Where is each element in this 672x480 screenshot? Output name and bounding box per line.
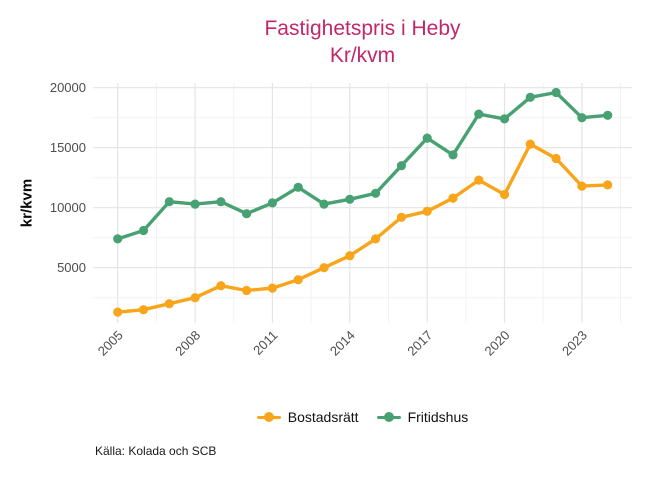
source-caption: Källa: Kolada och SCB <box>95 444 217 458</box>
data-point <box>551 87 561 98</box>
data-point <box>577 113 587 123</box>
data-point <box>242 285 252 296</box>
chart-title-line2: Kr/kvm <box>329 44 396 67</box>
chart-title: Fastighetspris i Heby Kr/kvm <box>93 15 632 69</box>
data-point <box>293 182 303 192</box>
data-point <box>603 110 613 120</box>
data-point <box>267 283 277 293</box>
data-point <box>551 153 561 164</box>
data-point <box>396 161 406 171</box>
x-tick-label: 2011 <box>250 328 280 358</box>
data-point <box>138 305 149 315</box>
data-point <box>474 175 484 185</box>
legend-key-bostadsratt-icon <box>256 410 281 424</box>
y-axis-title: kr/kvm <box>18 178 36 228</box>
x-tick-label: 2020 <box>482 328 513 359</box>
data-point <box>371 234 381 244</box>
data-point <box>113 307 123 317</box>
legend-label-bostadsratt: Bostadsrätt <box>287 409 359 425</box>
data-point <box>396 212 406 222</box>
series-line-0 <box>115 142 610 314</box>
data-point <box>525 139 535 149</box>
data-point <box>267 198 277 208</box>
x-tick-label: 2023 <box>559 328 590 359</box>
data-point <box>422 133 432 143</box>
data-point <box>422 206 432 216</box>
data-point <box>603 180 613 190</box>
data-point <box>216 281 226 291</box>
series-line-1 <box>115 90 610 241</box>
data-point <box>242 209 252 219</box>
x-tick-label: 2005 <box>95 328 126 359</box>
legend: Bostadsrätt Fritidshus <box>93 409 632 425</box>
data-point <box>525 92 535 102</box>
data-point <box>371 188 381 198</box>
y-tick-label: 15000 <box>50 140 86 155</box>
data-point <box>190 199 200 209</box>
y-tick-label: 20000 <box>50 80 86 95</box>
data-point <box>319 263 329 273</box>
x-tick-label: 2008 <box>172 328 203 359</box>
data-point <box>293 275 303 285</box>
y-tick-label: 5000 <box>57 260 86 275</box>
data-point <box>448 150 458 160</box>
x-tick-label: 2017 <box>404 328 435 359</box>
data-point <box>319 199 329 209</box>
data-point <box>499 189 510 200</box>
data-point <box>138 225 149 236</box>
data-point <box>499 114 510 124</box>
data-point <box>345 194 355 204</box>
data-point <box>448 193 458 203</box>
x-tick-label: 2014 <box>327 328 358 359</box>
data-point <box>113 234 123 244</box>
data-point <box>474 109 484 119</box>
legend-item-fritidshus: Fritidshus <box>376 409 469 425</box>
legend-label-fritidshus: Fritidshus <box>407 409 469 425</box>
legend-item-bostadsratt: Bostadsrätt <box>256 409 359 425</box>
chart-title-line1: Fastighetspris i Heby <box>264 17 461 40</box>
data-point <box>164 197 174 207</box>
legend-key-fritidshus-icon <box>376 410 401 424</box>
data-point <box>345 251 355 261</box>
data-point <box>190 293 200 303</box>
data-point <box>164 299 174 309</box>
data-point <box>577 181 587 191</box>
y-tick-label: 10000 <box>50 200 86 215</box>
data-point <box>216 197 226 207</box>
